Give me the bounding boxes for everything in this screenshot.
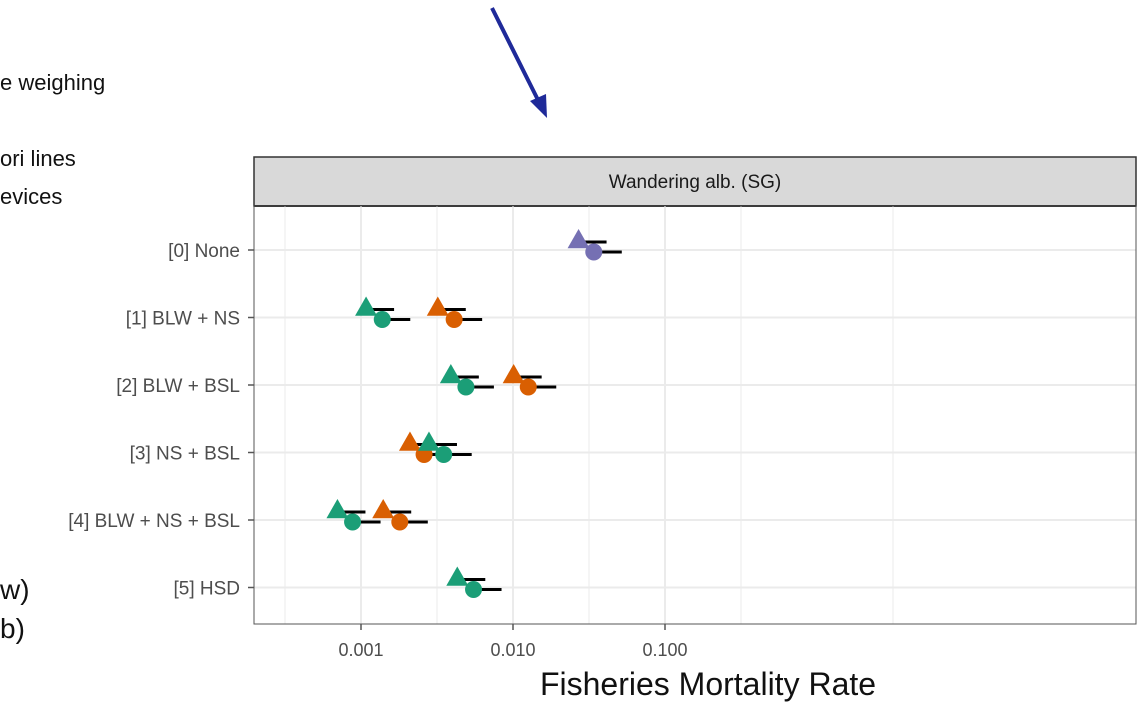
cropped-text-line-1: e weighing — [0, 70, 106, 95]
plot-grid — [254, 206, 1136, 624]
cropped-text-line-4: w) — [0, 574, 30, 605]
x-axis-title: Fisheries Mortality Rate — [540, 666, 876, 702]
triangle-marker — [417, 431, 457, 451]
facet-strip: Wandering alb. (SG) — [253, 156, 1137, 207]
arrow-down-right-icon — [490, 7, 547, 118]
facet-strip-title: Wandering alb. (SG) — [609, 172, 781, 193]
x-tick-label: 0.100 — [642, 640, 687, 660]
triangle-marker — [567, 229, 607, 249]
circle-marker — [465, 581, 502, 598]
circle-marker — [435, 446, 472, 463]
plot-panel-border — [253, 205, 1137, 625]
y-tick-label: [3] NS + BSL — [130, 444, 240, 465]
x-tick-label: 0.001 — [338, 640, 383, 660]
cropped-text-line-2: ori lines — [0, 146, 76, 171]
y-tick-label: [2] BLW + BSL — [116, 376, 240, 397]
triangle-marker — [355, 296, 395, 316]
circle-marker — [585, 243, 622, 261]
circle-marker — [391, 513, 428, 531]
y-tick-label: [0] None — [168, 241, 240, 262]
circle-marker — [519, 378, 557, 396]
triangle-marker — [326, 499, 366, 519]
x-axis: 0.001 0.010 0.100 — [338, 624, 688, 660]
circle-marker — [344, 513, 381, 531]
triangle-marker — [372, 499, 412, 519]
y-axis: [0] None [1] BLW + NS [2] BLW + BSL [3] NS … — [68, 241, 254, 600]
triangle-marker — [439, 364, 479, 384]
y-tick-label: [4] BLW + NS + BSL — [68, 511, 240, 532]
circle-marker — [457, 378, 494, 396]
y-tick-label: [5] HSD — [173, 579, 240, 600]
triangle-marker — [426, 296, 466, 316]
x-tick-label: 0.010 — [490, 640, 535, 660]
triangle-marker — [446, 566, 486, 586]
y-tick-label: [1] BLW + NS — [126, 309, 240, 330]
cropped-text-line-3: evices — [0, 184, 63, 209]
circle-marker — [445, 311, 483, 328]
data-points — [326, 229, 622, 598]
circle-marker — [373, 311, 411, 328]
cropped-text-line-5: b) — [0, 613, 25, 644]
triangle-marker — [502, 364, 542, 384]
